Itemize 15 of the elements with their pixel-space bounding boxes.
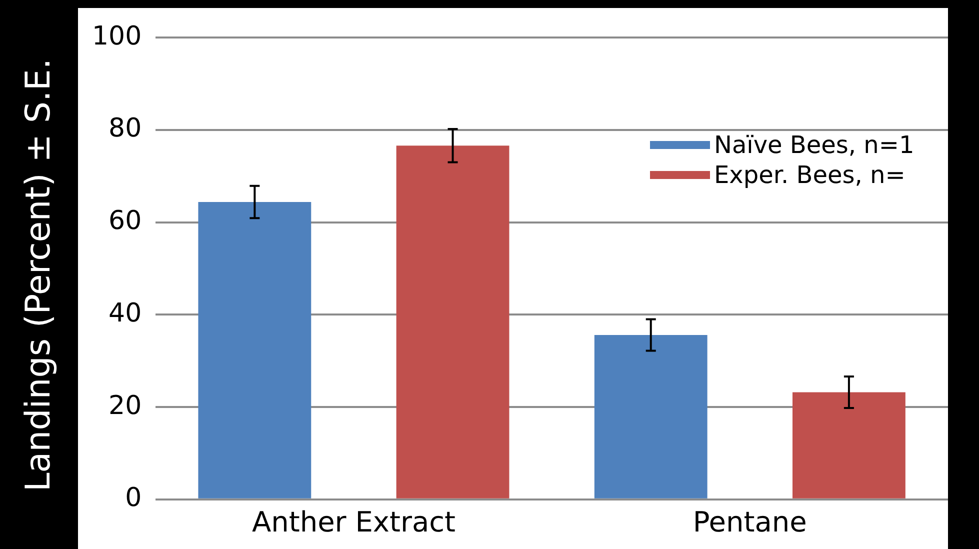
y-axis-title: Landings (Percent) ± S.E. [19, 58, 60, 492]
x-tick-label: Anther Extract [252, 505, 456, 538]
y-tick-label: 100 [92, 21, 142, 52]
bar [198, 202, 312, 498]
y-tick-label: 60 [108, 206, 142, 236]
y-tick-label: 0 [125, 483, 142, 514]
bar [792, 392, 906, 498]
y-tick-label: 80 [108, 114, 142, 144]
x-tick-label: Pentane [692, 505, 807, 538]
bar [396, 146, 510, 498]
y-tick-label: 20 [108, 390, 142, 421]
legend-label: Naïve Bees, n=1 [714, 131, 914, 159]
y-tick-label: 40 [108, 298, 142, 328]
bar [594, 335, 708, 498]
legend-label: Exper. Bees, n= [714, 161, 906, 189]
